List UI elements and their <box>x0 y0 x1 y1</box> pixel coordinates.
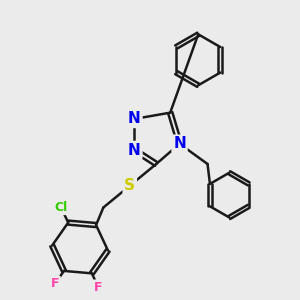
Text: F: F <box>51 277 59 290</box>
Text: N: N <box>128 142 141 158</box>
Text: F: F <box>94 281 103 294</box>
Text: Cl: Cl <box>54 201 68 214</box>
Text: N: N <box>173 136 186 151</box>
Text: N: N <box>128 111 141 126</box>
Text: S: S <box>124 178 135 193</box>
